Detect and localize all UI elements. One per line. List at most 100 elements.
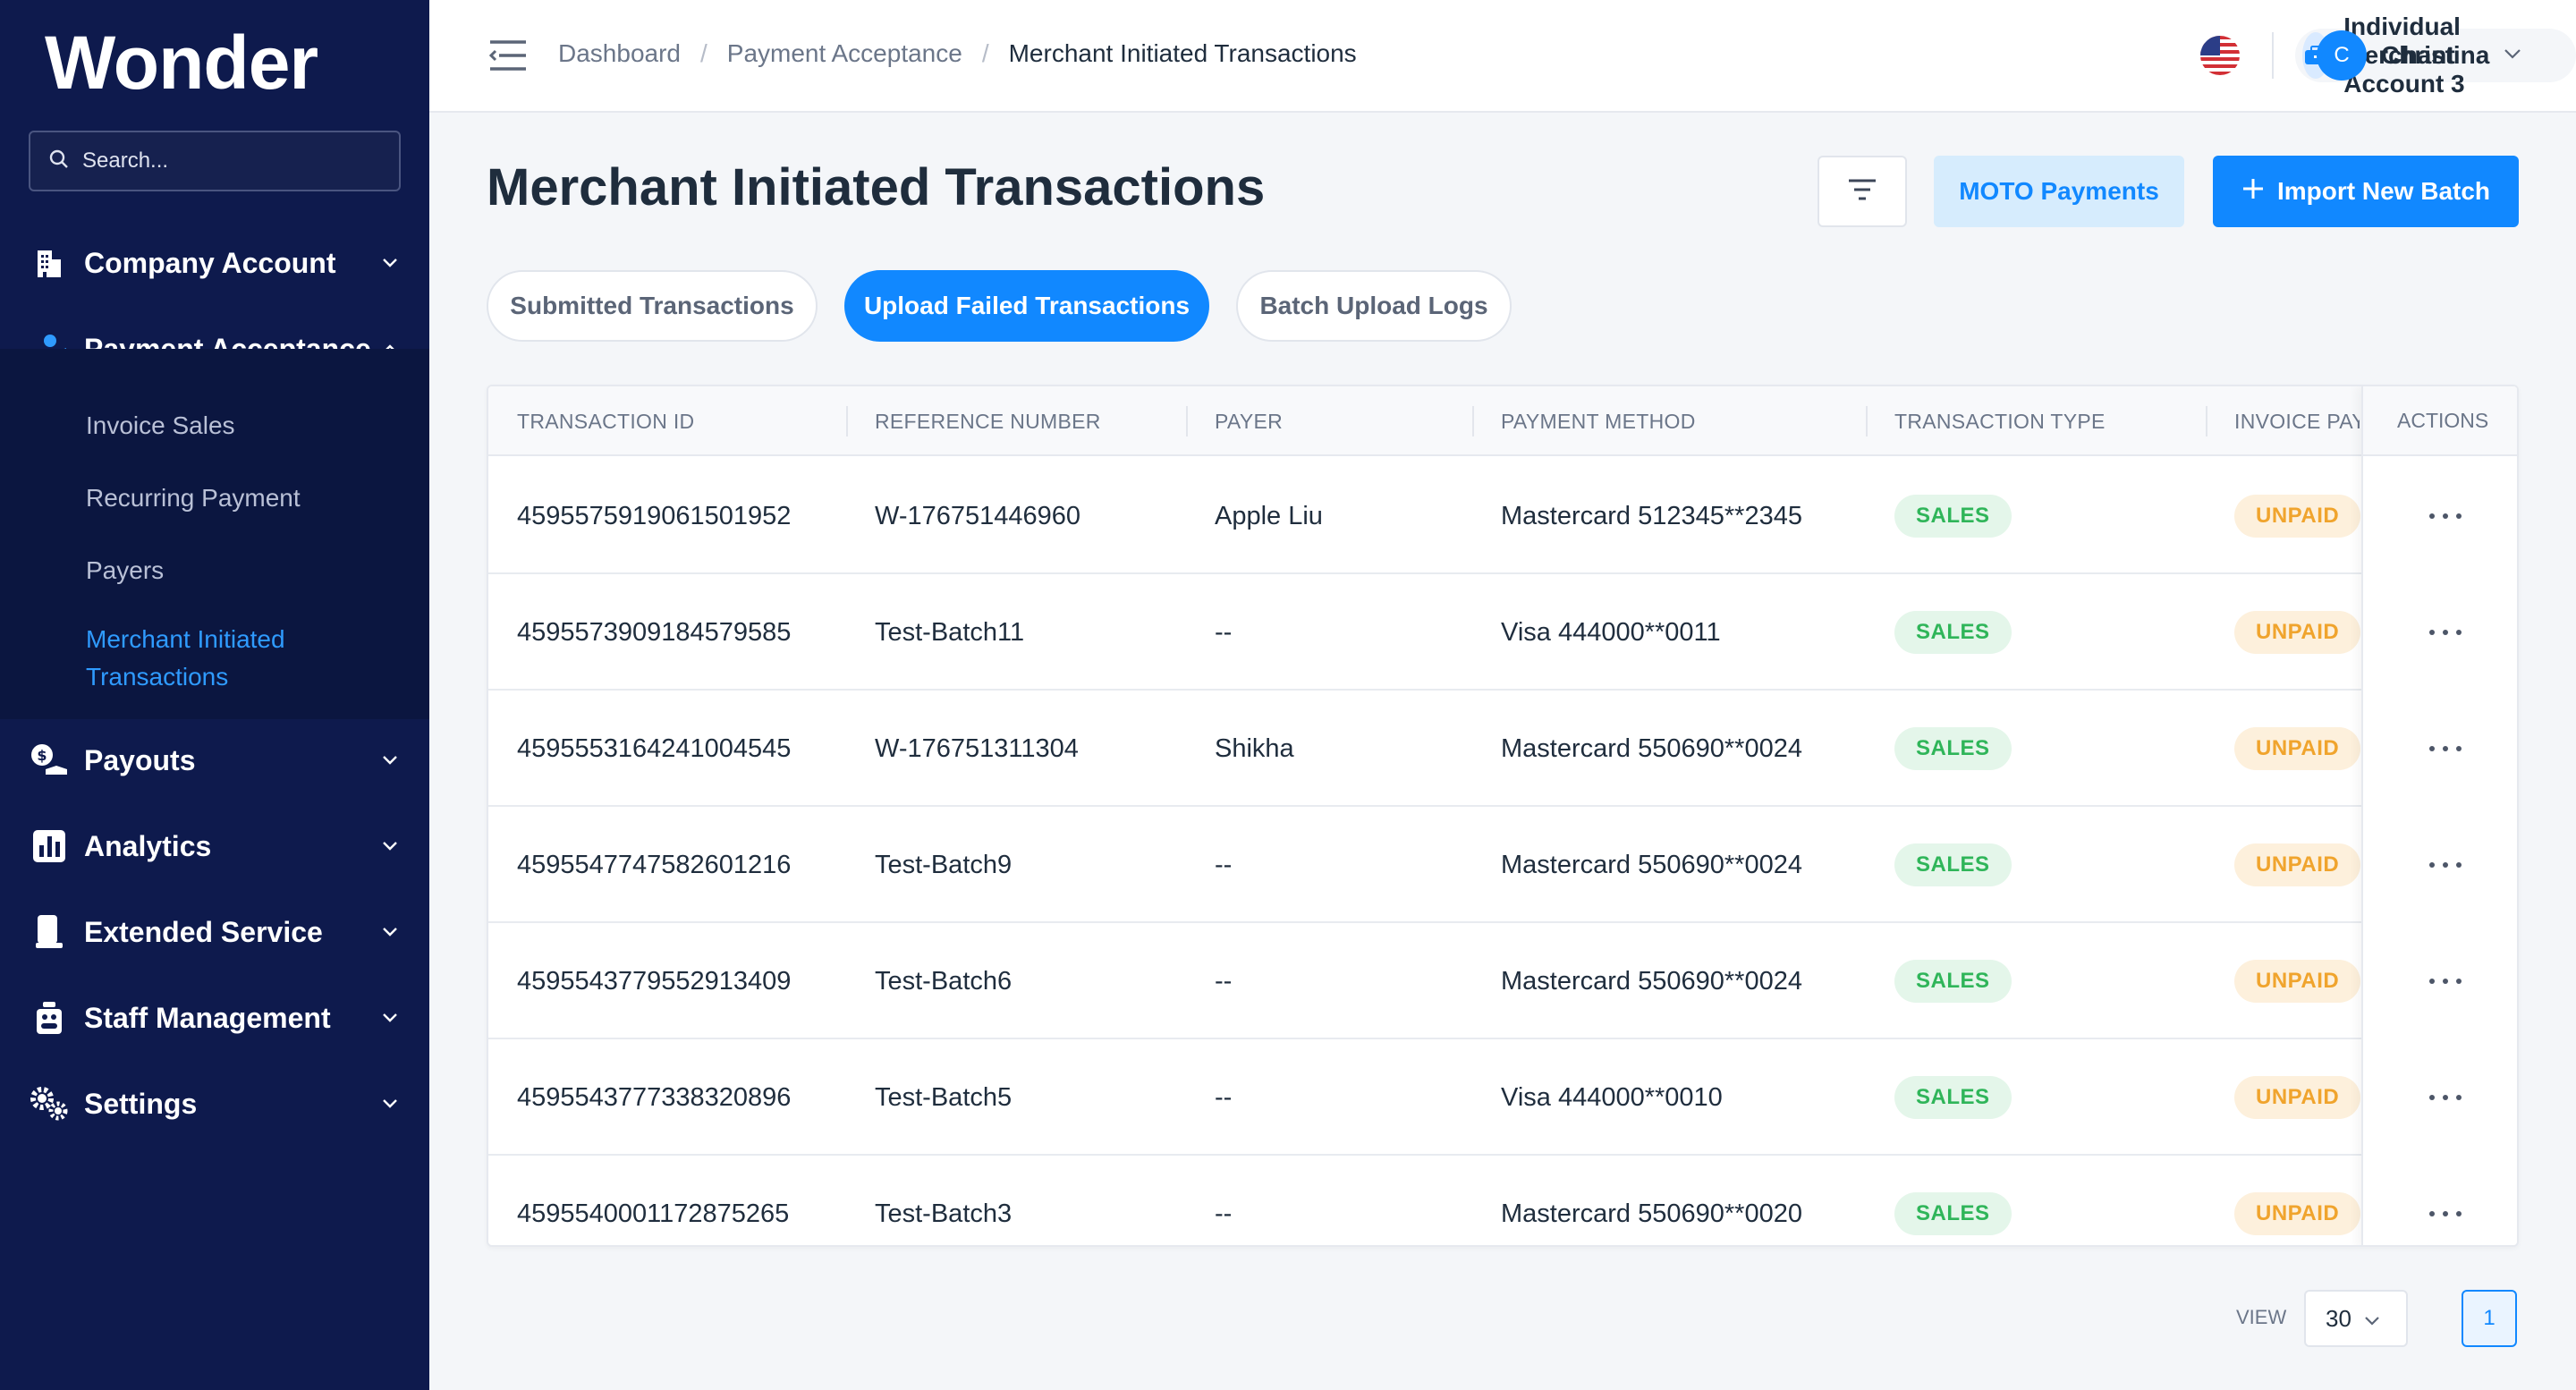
payment-acceptance-submenu: Invoice Sales Recurring Payment Payers M… (0, 349, 429, 719)
cell-status: UNPAID (2234, 1156, 2361, 1245)
bar-chart-icon (29, 826, 70, 867)
column-header-actions: ACTIONS (2363, 386, 2517, 456)
transaction-type-badge: SALES (1894, 495, 2012, 538)
cell-type: SALES (1894, 458, 2012, 574)
cell-type: SALES (1894, 574, 2012, 691)
status-badge: UNPAID (2234, 495, 2361, 538)
cell-type: SALES (1894, 1156, 2012, 1245)
cell-ref: Test-Batch6 (875, 966, 1013, 996)
chevron-down-icon (377, 1098, 402, 1109)
breadcrumb-separator: / (981, 39, 989, 67)
menu-collapse-icon[interactable] (488, 38, 528, 78)
nav-analytics[interactable]: Analytics (0, 807, 429, 886)
cell-status: UNPAID (2234, 807, 2361, 923)
cell-id: 4595575919061501952 (517, 501, 792, 530)
column-header-payer[interactable]: PAYER (1215, 409, 1284, 433)
nav-label: Analytics (84, 829, 212, 862)
column-header-transaction-type[interactable]: TRANSACTION TYPE (1894, 409, 2106, 433)
cell-status: UNPAID (2234, 1039, 2361, 1156)
avatar: C (2317, 30, 2367, 81)
subnav-recurring-payment[interactable]: Recurring Payment (86, 484, 301, 512)
column-header-payment-method[interactable]: PAYMENT METHOD (1501, 409, 1696, 433)
us-flag-icon[interactable] (2200, 36, 2240, 75)
search-icon (48, 148, 70, 174)
brand-logo[interactable]: Wonder (45, 21, 318, 105)
breadcrumb-dashboard[interactable]: Dashboard (558, 39, 681, 67)
more-actions-icon[interactable] (2429, 628, 2462, 637)
cell-status: UNPAID (2234, 923, 2361, 1039)
more-actions-icon[interactable] (2429, 860, 2462, 869)
table-row[interactable]: 4595553164241004545 W-176751311304 Shikha M… (488, 691, 2517, 807)
svg-text:$: $ (37, 747, 47, 764)
column-header-reference-number[interactable]: REFERENCE NUMBER (875, 409, 1101, 433)
status-badge: UNPAID (2234, 960, 2361, 1003)
cell-method: Mastercard 550690**0024 (1501, 733, 1802, 763)
transaction-type-badge: SALES (1894, 611, 2012, 654)
table-row[interactable]: 4595573909184579585 Test-Batch11 -- Visa 44… (488, 574, 2517, 691)
subnav-invoice-sales[interactable]: Invoice Sales (86, 411, 235, 439)
cell-id: 4595540001172875265 (517, 1199, 790, 1228)
nav-extended-service[interactable]: Extended Service (0, 893, 429, 971)
page-button-current[interactable]: 1 (2462, 1290, 2517, 1347)
cell-id: 4595543777338320896 (517, 1082, 792, 1112)
nav-settings[interactable]: Settings (0, 1064, 429, 1143)
table-row[interactable]: 4595543779552913409 Test-Batch6 -- Masterca… (488, 923, 2517, 1039)
nav-company-account[interactable]: Company Account (0, 224, 429, 302)
more-actions-icon[interactable] (2429, 1209, 2462, 1218)
import-new-batch-button[interactable]: Import New Batch (2213, 156, 2519, 227)
cell-payer: -- (1215, 850, 1233, 879)
subnav-payers[interactable]: Payers (86, 556, 165, 584)
cell-type: SALES (1894, 691, 2012, 807)
column-header-invoice-payment-status[interactable]: INVOICE PAYMENT STATUS (2234, 409, 2360, 433)
chevron-down-icon (377, 1013, 402, 1023)
tab-upload-failed-transactions[interactable]: Upload Failed Transactions (844, 270, 1209, 342)
chevron-down-icon (2364, 1305, 2380, 1333)
breadcrumb-payment-acceptance[interactable]: Payment Acceptance (726, 39, 962, 67)
cell-method: Visa 444000**0010 (1501, 1082, 1723, 1112)
more-actions-icon[interactable] (2429, 744, 2462, 753)
status-badge: UNPAID (2234, 843, 2361, 886)
page-size-select[interactable]: 30 (2304, 1290, 2408, 1347)
search-input[interactable] (82, 148, 399, 174)
breadcrumb-current: Merchant Initiated Transactions (1008, 39, 1357, 67)
actions-column: ACTIONS (2361, 386, 2517, 1245)
user-menu[interactable]: C Christina (2317, 30, 2521, 81)
user-name: Christina (2381, 41, 2490, 69)
building-icon (29, 242, 70, 284)
more-actions-icon[interactable] (2429, 1093, 2462, 1102)
filter-icon (1847, 177, 1877, 207)
table-row[interactable]: 4595575919061501952 W-176751446960 Apple L… (488, 458, 2517, 574)
cell-id: 4595553164241004545 (517, 733, 792, 763)
table-row[interactable]: 4595540001172875265 Test-Batch3 -- Masterca… (488, 1156, 2517, 1245)
cell-ref: W-176751446960 (875, 501, 1081, 530)
sidebar-search[interactable] (29, 131, 401, 191)
column-header-transaction-id[interactable]: TRANSACTION ID (517, 409, 695, 433)
cell-method: Mastercard 550690**0024 (1501, 850, 1802, 879)
table-row[interactable]: 4595547747582601216 Test-Batch9 -- Masterca… (488, 807, 2517, 923)
transaction-type-badge: SALES (1894, 843, 2012, 886)
subnav-merchant-initiated-transactions[interactable]: Merchant Initiated Transactions (86, 625, 285, 691)
cell-type: SALES (1894, 1039, 2012, 1156)
tab-submitted-transactions[interactable]: Submitted Transactions (487, 270, 818, 342)
gears-icon (29, 1083, 70, 1124)
chevron-down-icon (377, 841, 402, 852)
status-badge: UNPAID (2234, 611, 2361, 654)
transaction-type-badge: SALES (1894, 727, 2012, 770)
more-actions-icon[interactable] (2429, 512, 2462, 521)
filter-button[interactable] (1818, 156, 1907, 227)
table-row[interactable]: 4595543777338320896 Test-Batch5 -- Visa 444… (488, 1039, 2517, 1156)
tab-batch-upload-logs[interactable]: Batch Upload Logs (1236, 270, 1512, 342)
device-icon (29, 911, 70, 953)
top-bar: Dashboard / Payment Acceptance / Merchan… (429, 0, 2576, 113)
moto-payments-button[interactable]: MOTO Payments (1934, 156, 2184, 227)
cell-payer: -- (1215, 1199, 1233, 1228)
nav-label: Staff Management (84, 1001, 331, 1034)
nav-staff-management[interactable]: Staff Management (0, 979, 429, 1057)
header-divider (2272, 32, 2274, 79)
nav-payouts[interactable]: $ Payouts (0, 721, 429, 800)
more-actions-icon[interactable] (2429, 977, 2462, 986)
cell-payer: -- (1215, 1082, 1233, 1112)
status-badge: UNPAID (2234, 727, 2361, 770)
breadcrumb: Dashboard / Payment Acceptance / Merchan… (558, 39, 1357, 68)
transactions-table: TRANSACTION ID REFERENCE NUMBER PAYER PA… (487, 385, 2519, 1247)
